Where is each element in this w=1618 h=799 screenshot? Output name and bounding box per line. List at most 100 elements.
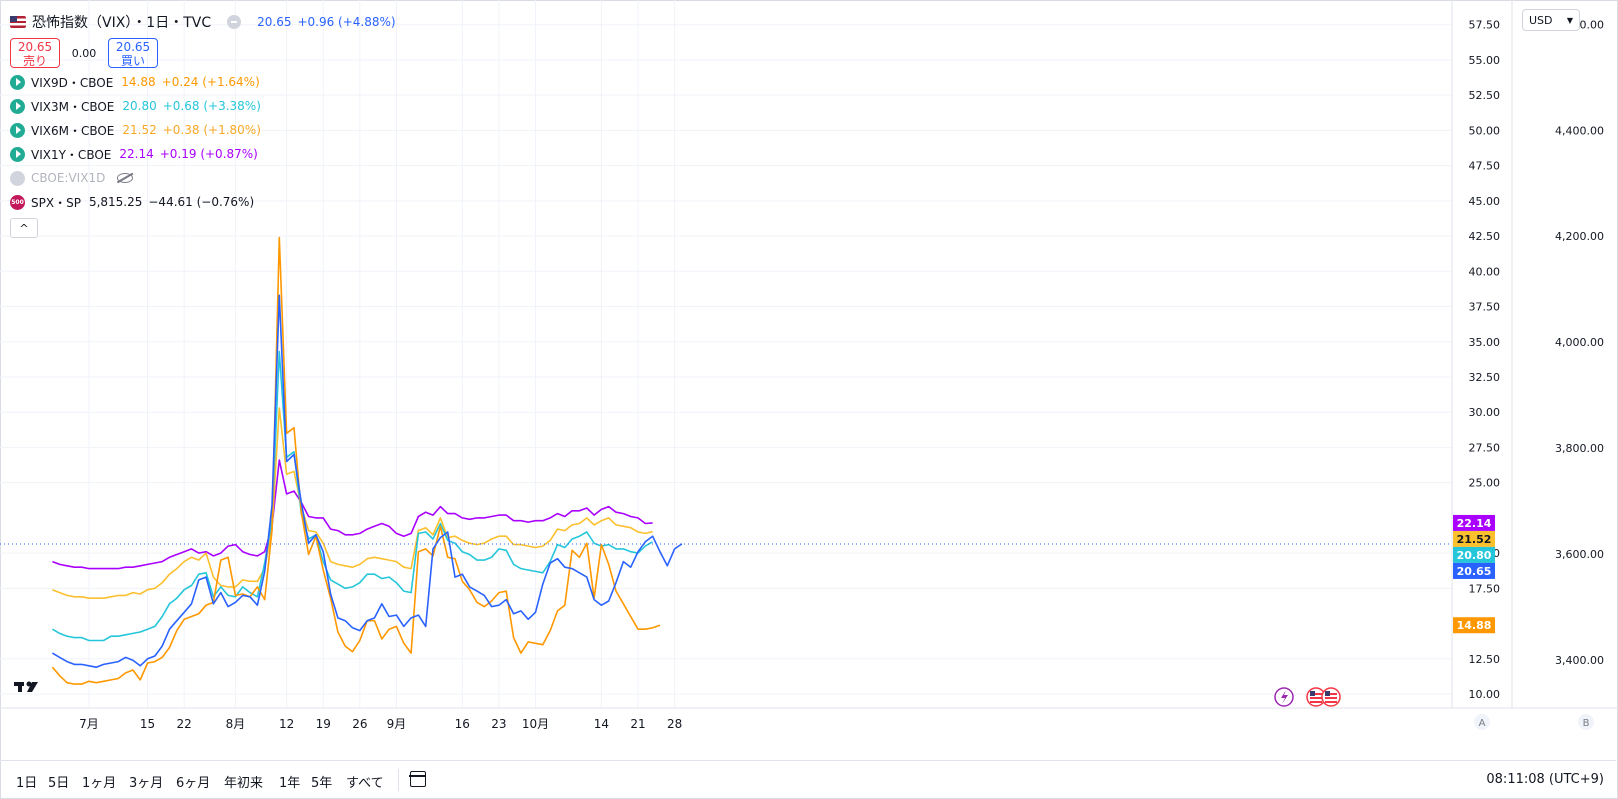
sell-price: 20.65 — [17, 40, 53, 54]
last-value-labels: 22.14 21.52 20.80 20.65 14.88 — [1453, 514, 1495, 634]
y-left-tick-label: 30.00 — [1469, 406, 1501, 419]
buy-label: 買い — [120, 54, 145, 68]
legend: 恐怖指数（VIX）・1日・TVC 20.65 +0.96 (+4.88%) 20… — [10, 10, 396, 238]
last-value-badge — [1453, 546, 1495, 563]
y-left-tick-label: 40.00 — [1469, 265, 1501, 278]
legend-change: +0.38 (+1.80%) — [162, 123, 261, 137]
vix-logo-icon — [10, 170, 25, 186]
clock[interactable]: 08:11:08 (UTC+9) — [1486, 772, 1604, 787]
legend-value: 21.52 — [122, 123, 157, 137]
last-value-label: 21.52 — [1457, 533, 1492, 546]
legend-value: 5,815.25 — [88, 195, 143, 209]
legend-symbol: VIX1Y・CBOE — [31, 147, 112, 162]
legend-row-vix1d[interactable]: CBOE:VIX1D — [10, 166, 396, 190]
us-flag-event-icon — [1306, 687, 1326, 707]
us-flag-icon — [10, 16, 26, 28]
timeframe-5d[interactable]: 5日 — [48, 776, 70, 791]
scale-b-button — [1578, 714, 1594, 730]
legend-value: 22.14 — [119, 147, 154, 161]
y-left-tick-label: 42.50 — [1469, 230, 1501, 243]
scale-a-button — [1474, 714, 1490, 730]
x-tick-label: 7月 — [79, 717, 99, 731]
legend-row-vix9d[interactable]: VIX9D・CBOE 14.88 +0.24 (+1.64%) — [10, 70, 396, 94]
y-left-tick-label: 47.50 — [1469, 160, 1501, 173]
y-left-tick-label: 12.50 — [1469, 653, 1501, 666]
lightning-glyph — [1281, 690, 1288, 704]
y-left-tick-label: 52.50 — [1469, 89, 1501, 102]
timeframe-3m[interactable]: 3ヶ月 — [129, 776, 164, 791]
timeframe-5y[interactable]: 5年 — [311, 776, 333, 791]
y-left-tick-label: 35.00 — [1469, 336, 1501, 349]
legend-row-vix1y[interactable]: VIX1Y・CBOE 22.14 +0.19 (+0.87%) — [10, 142, 396, 166]
last-value-badge — [1453, 617, 1495, 634]
currency-select[interactable]: USD ▼ — [1522, 9, 1580, 31]
last-value-label: 22.14 — [1457, 517, 1492, 530]
legend-symbol: VIX6M・CBOE — [31, 123, 115, 138]
last-value-badge — [1453, 530, 1495, 547]
us-flag-event-icon — [1321, 687, 1341, 707]
x-tick-label: 9月 — [387, 717, 407, 731]
y-left-tick-label: 32.50 — [1469, 371, 1501, 384]
x-tick-label: 19 — [316, 717, 331, 731]
buy-button[interactable]: 20.65 買い — [108, 38, 158, 68]
timeframe-1d[interactable]: 1日 — [16, 776, 38, 791]
last-value-badge — [1453, 514, 1495, 531]
timeframe-6m[interactable]: 6ヶ月 — [176, 776, 211, 791]
play-icon — [10, 122, 25, 138]
legend-value: 14.88 — [121, 75, 156, 89]
x-tick-label: 8月 — [226, 717, 246, 731]
last-value-label: 14.88 — [1457, 619, 1492, 632]
y-left-tick-label: 55.00 — [1469, 54, 1501, 67]
legend-symbol: VIX9D・CBOE — [31, 75, 114, 90]
buy-price: 20.65 — [115, 40, 151, 54]
y-left-tick-label: 50.00 — [1469, 124, 1501, 137]
series-line-vix6m — [52, 407, 653, 600]
x-tick-label: 10月 — [522, 717, 549, 731]
timeframe-ytd[interactable]: 年初来 — [224, 776, 264, 791]
legend-row-vix3m[interactable]: VIX3M・CBOE 20.80 +0.68 (+3.38%) — [10, 94, 396, 118]
chevron-down-icon: ▼ — [1566, 15, 1573, 25]
y-left-tick-label: 25.00 — [1469, 477, 1501, 490]
legend-change: +0.19 (+0.87%) — [159, 147, 258, 161]
calendar-icon[interactable] — [409, 771, 426, 787]
currency-label: USD — [1529, 13, 1553, 27]
series-line-vix — [51, 294, 683, 669]
sell-button[interactable]: 20.65 売り — [10, 38, 60, 68]
legend-symbol: CBOE:VIX1D — [31, 171, 106, 185]
minus-icon[interactable] — [227, 15, 242, 29]
collapse-legend-button[interactable]: ^ — [10, 218, 38, 238]
play-icon — [10, 74, 25, 90]
legend-row-vix6m[interactable]: VIX6M・CBOE 21.52 +0.38 (+1.80%) — [10, 118, 396, 142]
series-line-vix9d — [51, 236, 661, 685]
x-tick-label: 14 — [594, 717, 609, 731]
series-line-vix1y — [52, 459, 653, 570]
legend-symbol: VIX3M・CBOE — [31, 99, 115, 114]
y-right-tick-label: 3,600.00 — [1555, 548, 1604, 561]
timeframe-all[interactable]: すべて — [346, 776, 384, 791]
legend-row-spx[interactable]: 500 SPX・SP 5,815.25 −44.61 (−0.76%) — [10, 190, 396, 214]
eye-hidden-icon[interactable] — [117, 173, 134, 183]
main-last: 20.65 — [257, 15, 292, 29]
y-left-tick-label: 57.50 — [1469, 19, 1501, 32]
x-tick-label: 12 — [279, 717, 294, 731]
y-left-tick-label: 37.50 — [1469, 301, 1501, 314]
x-tick-label: 16 — [455, 717, 470, 731]
timeframe-1y[interactable]: 1年 — [279, 776, 301, 791]
y-right-tick-label: 4,000.00 — [1555, 336, 1604, 349]
main-series-row[interactable]: 恐怖指数（VIX）・1日・TVC 20.65 +0.96 (+4.88%) — [10, 10, 396, 34]
series-layer — [0, 236, 1452, 685]
x-tick-label: 22 — [177, 717, 192, 731]
y-right-tick-label: 4,400.00 — [1555, 124, 1604, 137]
sp500-icon: 500 — [10, 194, 25, 210]
scale-a-label: A — [1479, 718, 1486, 729]
timeframe-1m[interactable]: 1ヶ月 — [82, 776, 117, 791]
sell-label: 売り — [22, 54, 47, 68]
chevron-up-icon: ^ — [19, 221, 29, 235]
y-left-tick-label: 10.00 — [1469, 688, 1501, 701]
play-icon — [10, 98, 25, 114]
chart-canvas[interactable]: 7月 15 22 8月 12 19 26 9月 16 23 10月 14 21 28 57.50 55.00 5… — [0, 0, 1618, 760]
spread-value: 0.00 — [71, 46, 97, 60]
legend-change: +0.24 (+1.64%) — [161, 75, 260, 89]
y-left-tick-label: 17.50 — [1469, 582, 1501, 595]
scale-b-label: B — [1583, 718, 1590, 729]
